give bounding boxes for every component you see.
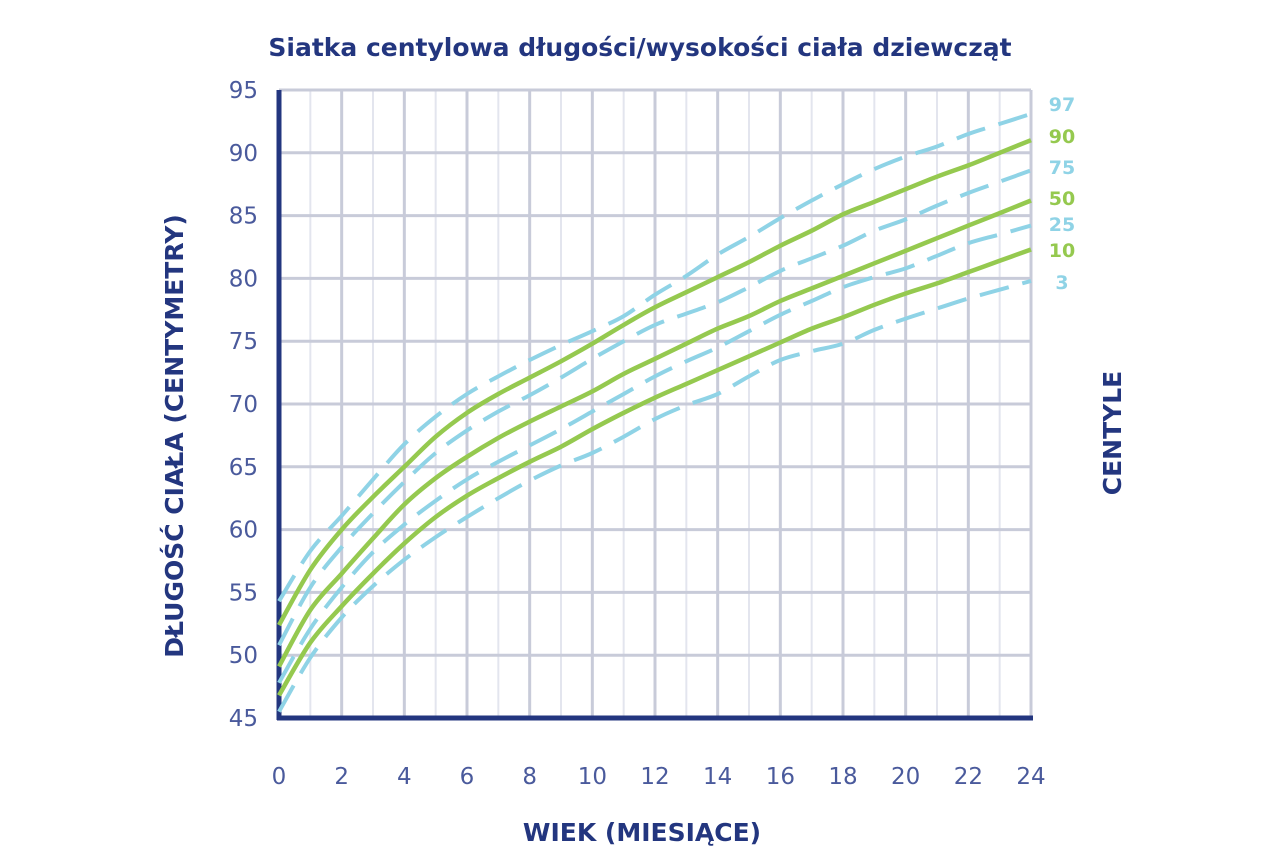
centile-label-75: 75: [1049, 157, 1075, 179]
centile-label-90: 90: [1049, 126, 1075, 148]
y-tick-label: 75: [229, 329, 258, 355]
centile-line-3: [277, 278, 1032, 713]
y-tick-label: 45: [229, 706, 258, 732]
series-lines: [277, 111, 1032, 713]
y-tick-label: 55: [229, 580, 258, 606]
tick-labels: 0 2 4 6 8 10 12 14 16 18 20 22 244550556065707580859…: [229, 78, 1046, 790]
x-tick-label: 10: [578, 764, 607, 790]
x-tick-label: 16: [766, 764, 795, 790]
centile-labels: 97 90 75 50 25 10 3: [1049, 94, 1075, 294]
x-tick-label: 6: [460, 764, 475, 790]
axes: [276, 90, 1033, 721]
legend-title: CENTYLE: [1098, 371, 1127, 496]
centile-label-50: 50: [1049, 188, 1075, 210]
centile-line-25: [277, 223, 1032, 684]
y-tick-label: 60: [229, 518, 258, 544]
x-tick-label: 18: [828, 764, 857, 790]
x-tick-label: 14: [703, 764, 732, 790]
x-tick-label: 0: [272, 764, 287, 790]
x-tick-label: 12: [640, 764, 669, 790]
y-axis-title: DŁUGOŚĆ CIAŁA (CENTYMETRY): [159, 214, 189, 658]
y-tick-label: 95: [229, 78, 258, 104]
y-tick-label: 65: [229, 455, 258, 481]
y-tick-label: 80: [229, 266, 258, 292]
x-tick-label: 22: [954, 764, 983, 790]
x-axis-title: WIEK (MIESIĄCE): [523, 818, 761, 847]
y-tick-label: 90: [229, 141, 258, 167]
x-tick-label: 20: [891, 764, 920, 790]
x-tick-label: 8: [522, 764, 537, 790]
centile-line-90: [277, 138, 1032, 627]
x-tick-label: 24: [1016, 764, 1045, 790]
y-tick-label: 70: [229, 392, 258, 418]
centile-label-97: 97: [1049, 94, 1075, 116]
centile-label-3: 3: [1055, 272, 1068, 294]
chart-title: Siatka centylowa długości/wysokości ciał…: [268, 33, 1011, 62]
centile-label-10: 10: [1049, 240, 1075, 262]
centile-line-97: [277, 111, 1032, 603]
centile-label-25: 25: [1049, 214, 1075, 236]
centile-line-10: [277, 247, 1032, 697]
grid: [277, 88, 1033, 720]
y-tick-label: 50: [229, 643, 258, 669]
x-tick-label: 2: [334, 764, 349, 790]
x-tick-label: 4: [397, 764, 412, 790]
centile-line-75: [277, 168, 1032, 647]
y-tick-label: 85: [229, 204, 258, 230]
centile-line-50: [277, 198, 1032, 668]
